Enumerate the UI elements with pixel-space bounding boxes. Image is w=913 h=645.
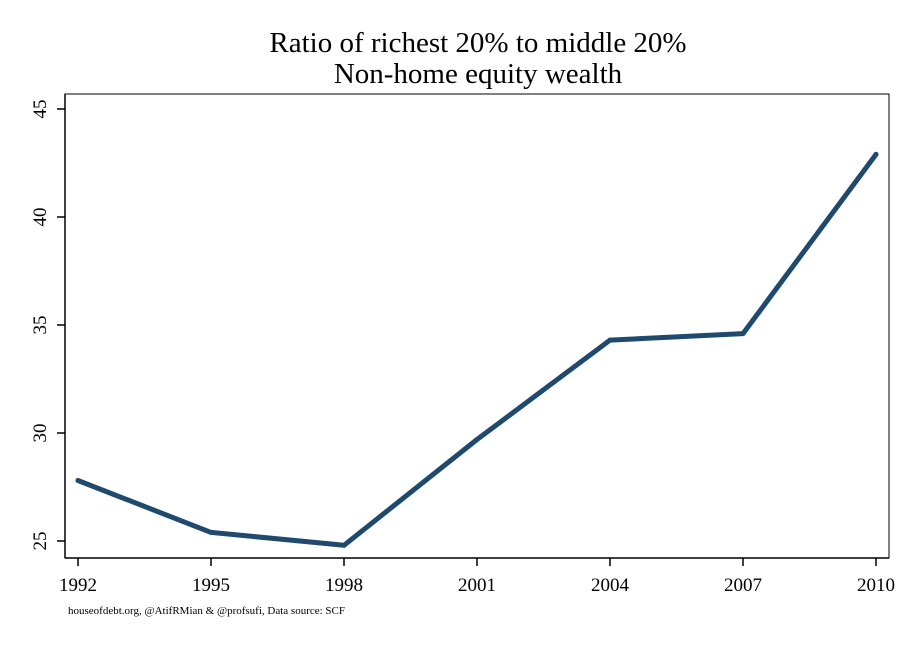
- x-tick-label: 1998: [325, 575, 363, 596]
- y-tick-label: 40: [30, 208, 51, 227]
- x-tick-label: 2004: [591, 575, 630, 596]
- data-point: [341, 542, 347, 548]
- y-axis-ticks: 25 30 35 40 45: [30, 100, 65, 551]
- series-points: [75, 151, 879, 548]
- chart-title: Ratio of richest 20% to middle 20%: [269, 27, 686, 59]
- data-point: [607, 337, 613, 343]
- x-tick-label: 1995: [192, 575, 230, 596]
- x-axis-ticks: 1992 1995 1998 2001 2004 2007 2010: [59, 558, 895, 596]
- y-tick-label: 25: [30, 532, 51, 551]
- x-tick-label: 2001: [458, 575, 496, 596]
- data-point: [740, 331, 746, 337]
- data-point: [208, 529, 214, 535]
- x-tick-label: 2010: [857, 575, 895, 596]
- x-tick-label: 1992: [59, 575, 97, 596]
- y-tick-label: 30: [30, 424, 51, 443]
- y-tick-label: 35: [30, 316, 51, 335]
- chart-subtitle: Non-home equity wealth: [334, 58, 623, 90]
- x-tick-label: 2007: [724, 575, 762, 596]
- y-tick-label: 45: [30, 100, 51, 119]
- data-point: [474, 436, 480, 442]
- data-point: [75, 478, 81, 484]
- source-note: houseofdebt.org, @AtifRMian & @profsufi,…: [68, 605, 345, 617]
- data-point: [873, 151, 879, 157]
